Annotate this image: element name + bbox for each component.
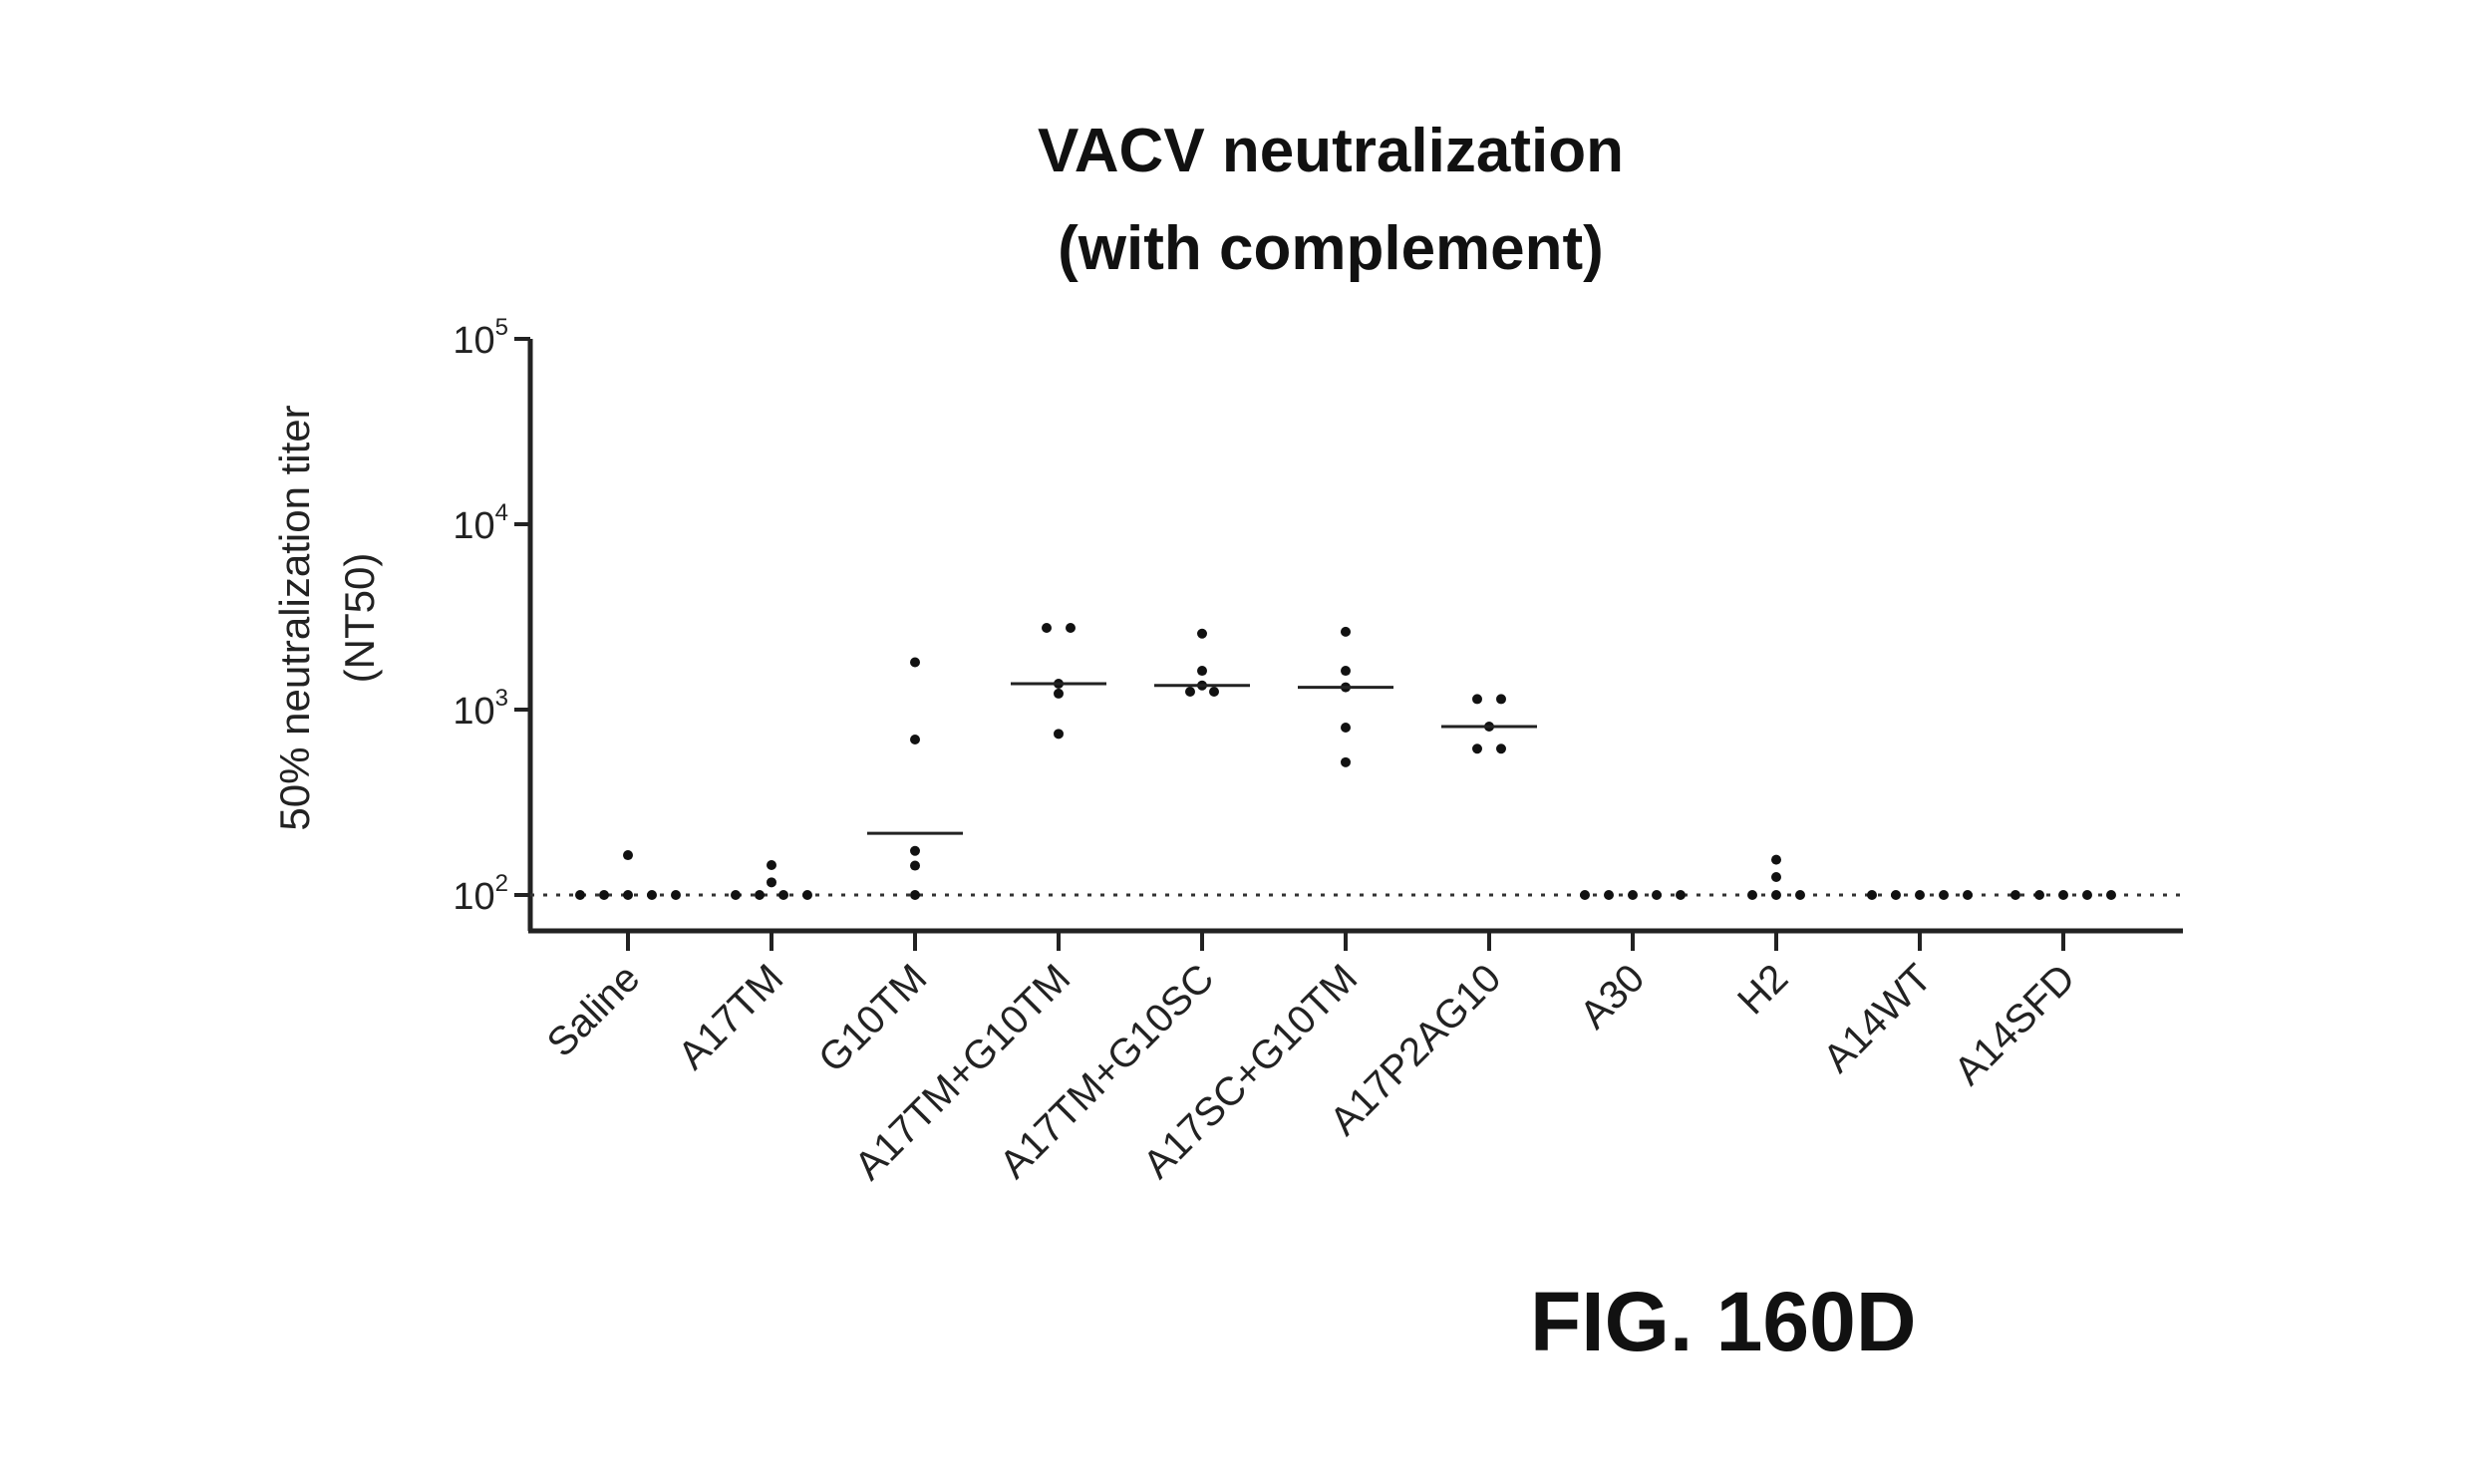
data-point — [1915, 890, 1925, 900]
data-point — [1580, 890, 1590, 900]
chart-title-line-2: (with complement) — [1058, 214, 1604, 283]
x-tick-label-group: A14SFD — [1946, 956, 2083, 1093]
x-tick-label-group: A17TM — [670, 956, 791, 1077]
y-tick-label: 103 — [453, 685, 508, 733]
x-tick-label-group: G10TM — [810, 956, 935, 1080]
data-point — [1042, 622, 1052, 633]
data-point — [647, 890, 657, 900]
data-point — [1771, 854, 1781, 865]
data-point — [623, 850, 633, 861]
data-point — [1496, 743, 1506, 754]
x-tick-label-group: H2 — [1729, 956, 1796, 1023]
data-point — [1628, 890, 1638, 900]
data-point — [1472, 694, 1482, 705]
data-point — [731, 890, 741, 900]
data-point — [1891, 890, 1901, 900]
data-point — [1867, 890, 1877, 900]
data-point — [1771, 890, 1781, 900]
data-point — [671, 890, 681, 900]
x-tick-label-group: A14WT — [1815, 956, 1940, 1080]
data-point — [1771, 871, 1781, 882]
x-tick-label: A14SFD — [1946, 956, 2083, 1093]
data-point — [1054, 688, 1064, 699]
y-tick-label: 105 — [453, 314, 508, 362]
data-point — [2106, 890, 2116, 900]
data-point — [1676, 890, 1686, 900]
data-point — [1341, 626, 1351, 637]
data-marks — [575, 622, 2116, 900]
y-axis-label-units: (NT50) — [336, 553, 383, 684]
data-point — [910, 860, 920, 871]
data-point — [767, 859, 776, 870]
data-point — [1066, 622, 1076, 633]
x-tick-label-group: A30 — [1572, 956, 1653, 1037]
data-point — [910, 890, 920, 900]
data-point — [2082, 890, 2092, 900]
data-point — [1341, 723, 1351, 734]
chart-title-line-1: VACV neutralization — [1038, 117, 1624, 185]
data-point — [1054, 729, 1064, 740]
data-point — [802, 890, 812, 900]
data-point — [1341, 756, 1351, 767]
data-point — [1963, 890, 1973, 900]
data-point — [910, 657, 920, 668]
data-point — [1496, 694, 1506, 705]
data-point — [623, 890, 633, 900]
data-point — [910, 734, 920, 744]
x-tick-label: G10TM — [810, 956, 935, 1080]
x-tick-label: Saline — [539, 956, 649, 1065]
data-point — [1472, 743, 1482, 754]
data-point — [1939, 890, 1949, 900]
data-point — [1652, 890, 1662, 900]
data-point — [2034, 890, 2044, 900]
data-point — [1604, 890, 1614, 900]
data-point — [1197, 628, 1207, 639]
figure-label: FIG. 160D — [1530, 1275, 1916, 1368]
data-point — [1341, 666, 1351, 677]
x-tick-label: A14WT — [1815, 956, 1940, 1080]
data-point — [1795, 890, 1805, 900]
x-tick-label: A17TM — [670, 956, 791, 1077]
data-point — [1209, 686, 1219, 697]
x-tick-label: H2 — [1729, 956, 1796, 1023]
data-point — [2058, 890, 2068, 900]
y-tick-label: 102 — [453, 870, 508, 918]
data-point — [599, 890, 609, 900]
data-point — [767, 877, 776, 888]
x-tick-label: A30 — [1572, 956, 1653, 1037]
x-tick-label-group: Saline — [539, 956, 649, 1065]
data-point — [575, 890, 585, 900]
data-point — [910, 845, 920, 856]
y-tick-label: 104 — [453, 499, 508, 547]
data-point — [2010, 890, 2020, 900]
data-point — [778, 890, 788, 900]
y-axis-label: 50% neutralization titer — [271, 405, 318, 830]
data-point — [1197, 666, 1207, 677]
data-point — [755, 890, 765, 900]
data-point — [1747, 890, 1757, 900]
data-point — [1185, 686, 1195, 697]
